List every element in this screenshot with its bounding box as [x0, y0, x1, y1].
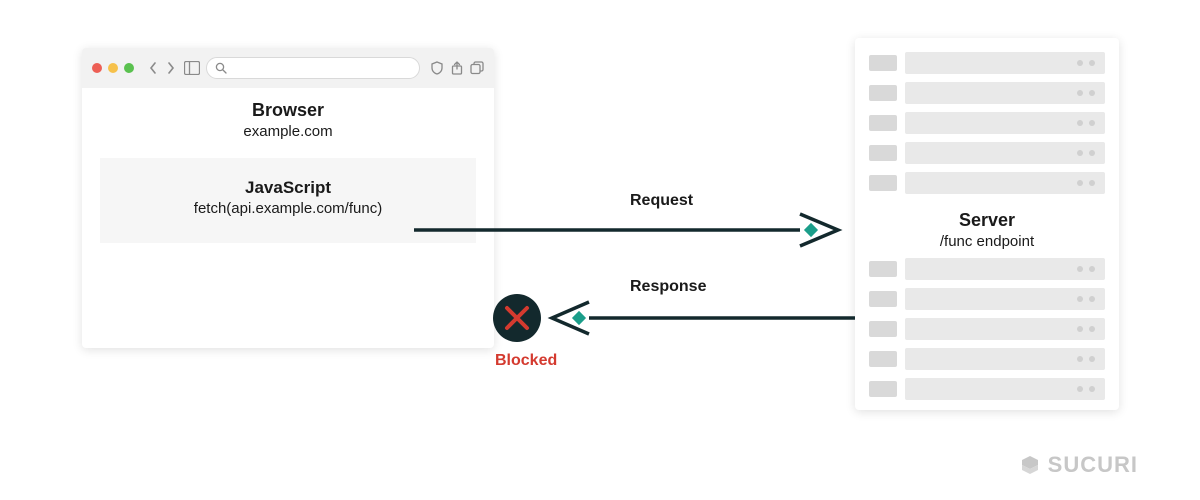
- minimize-dot: [108, 63, 118, 73]
- traffic-lights: [92, 63, 134, 73]
- shield-icon: [430, 61, 444, 75]
- js-title: JavaScript: [112, 178, 464, 198]
- request-arrowhead: [800, 214, 838, 246]
- response-arrowhead: [552, 302, 589, 334]
- browser-window: Browser example.com JavaScript fetch(api…: [82, 48, 494, 348]
- server-row: [869, 82, 1105, 104]
- chevron-right-icon: [167, 62, 175, 74]
- server-rows-bottom: [869, 258, 1105, 400]
- blocked-badge: [493, 294, 541, 342]
- response-label: Response: [630, 278, 706, 296]
- share-icon: [450, 61, 464, 75]
- maximize-dot: [124, 63, 134, 73]
- chevron-left-icon: [149, 62, 157, 74]
- browser-chrome-bar: [82, 48, 494, 88]
- server-row: [869, 112, 1105, 134]
- brand-watermark: SUCURI: [1018, 452, 1138, 478]
- close-dot: [92, 63, 102, 73]
- server-row: [869, 172, 1105, 194]
- server-title: Server: [869, 210, 1105, 231]
- server-row: [869, 378, 1105, 400]
- server-row: [869, 318, 1105, 340]
- sidebar-icon: [184, 61, 200, 75]
- browser-title: Browser: [82, 100, 494, 121]
- server-rows-top: [869, 52, 1105, 194]
- address-bar[interactable]: [206, 57, 420, 79]
- server-row: [869, 52, 1105, 74]
- javascript-panel: JavaScript fetch(api.example.com/func): [100, 158, 476, 243]
- server-label-block: Server /func endpoint: [869, 210, 1105, 250]
- server-row: [869, 142, 1105, 164]
- server-row: [869, 258, 1105, 280]
- blocked-label: Blocked: [495, 352, 557, 370]
- request-label: Request: [630, 192, 693, 210]
- brand-logo-icon: [1018, 453, 1042, 477]
- diamond-accent-icon: [572, 311, 586, 325]
- server-row: [869, 348, 1105, 370]
- back-button[interactable]: [144, 57, 162, 79]
- diagram-stage: Browser example.com JavaScript fetch(api…: [0, 0, 1200, 500]
- x-icon: [507, 308, 527, 328]
- server-card: Server /func endpoint: [855, 38, 1119, 410]
- server-row: [869, 288, 1105, 310]
- browser-body: Browser example.com JavaScript fetch(api…: [82, 88, 494, 243]
- search-icon: [215, 62, 227, 74]
- tabs-icon: [470, 61, 484, 75]
- browser-domain: example.com: [82, 123, 494, 140]
- diamond-accent-icon: [804, 223, 818, 237]
- chrome-right-icons: [430, 61, 484, 75]
- brand-text: SUCURI: [1048, 452, 1138, 478]
- server-endpoint: /func endpoint: [869, 233, 1105, 250]
- forward-button[interactable]: [162, 57, 180, 79]
- js-code-line: fetch(api.example.com/func): [112, 200, 464, 217]
